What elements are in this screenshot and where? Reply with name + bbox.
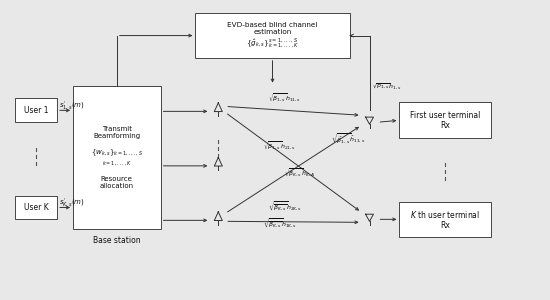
Text: $\sqrt{\beta_{K,s}}h_{K,A}$: $\sqrt{\beta_{K,s}}h_{K,A}$: [284, 166, 315, 178]
Text: EVD-based blind channel
estimation
$\{\hat{g}_{k,s}\}_{k=1,...,K}^{s=1,...,S}$: EVD-based blind channel estimation $\{\h…: [227, 22, 318, 50]
Text: $K$ th user terminal
Rx: $K$ th user terminal Rx: [410, 209, 480, 230]
Text: User K: User K: [24, 203, 48, 212]
FancyBboxPatch shape: [73, 85, 161, 229]
Text: $\sqrt{\hat{\beta}_{1,s}}\hat{h}_{11,s}$: $\sqrt{\hat{\beta}_{1,s}}\hat{h}_{11,s}$: [331, 131, 365, 146]
FancyBboxPatch shape: [15, 196, 57, 219]
Text: $s^{'}_{1,s}(m)$: $s^{'}_{1,s}(m)$: [59, 99, 85, 112]
FancyBboxPatch shape: [399, 202, 491, 237]
Text: Transmit
Beamforming

$\{w_{k,s}\}_{k=1,...,S}$
$_{k=1,...,K}$

Resource
allocat: Transmit Beamforming $\{w_{k,s}\}_{k=1,.…: [91, 126, 143, 189]
Text: Base station: Base station: [93, 236, 141, 245]
Text: $\sqrt{\beta_{1,s}}h_{21,s}$: $\sqrt{\beta_{1,s}}h_{21,s}$: [263, 139, 296, 151]
Text: $\sqrt{\beta_{1,s}}h_{11,s}$: $\sqrt{\beta_{1,s}}h_{11,s}$: [268, 92, 301, 104]
Text: First user terminal
Rx: First user terminal Rx: [410, 111, 480, 130]
FancyBboxPatch shape: [15, 98, 57, 122]
Text: User 1: User 1: [24, 106, 48, 115]
Text: $\sqrt{\overline{\beta_{K,s}}}h_{1K,s}$: $\sqrt{\overline{\beta_{K,s}}}h_{1K,s}$: [263, 217, 297, 230]
Text: $\sqrt{p_{1,s}}h_{1,s}$: $\sqrt{p_{1,s}}h_{1,s}$: [372, 82, 403, 92]
Text: $\sqrt{\overline{\beta_{K,s}}}h_{2K,s}$: $\sqrt{\overline{\beta_{K,s}}}h_{2K,s}$: [268, 199, 302, 212]
FancyBboxPatch shape: [399, 102, 491, 138]
FancyBboxPatch shape: [195, 13, 350, 58]
Text: $s^{'}_{K,s}(m)$: $s^{'}_{K,s}(m)$: [59, 196, 85, 209]
